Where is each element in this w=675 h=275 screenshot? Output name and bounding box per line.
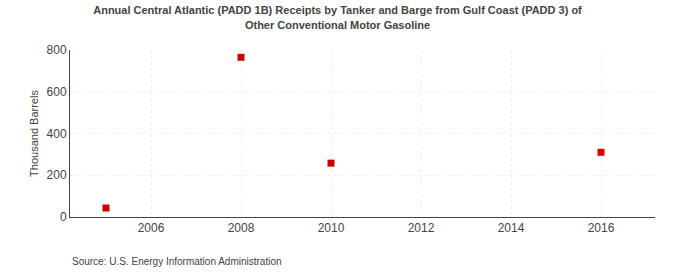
svg-text:Thousand Barrels: Thousand Barrels	[28, 90, 40, 177]
svg-text:2006: 2006	[138, 221, 165, 235]
svg-text:2014: 2014	[498, 221, 525, 235]
svg-text:Source: U.S. Energy Informatio: Source: U.S. Energy Information Administ…	[72, 256, 282, 267]
svg-text:2012: 2012	[408, 221, 435, 235]
svg-text:400: 400	[47, 127, 67, 141]
svg-text:2016: 2016	[588, 221, 615, 235]
svg-text:2008: 2008	[228, 221, 255, 235]
svg-text:600: 600	[47, 85, 67, 99]
svg-text:Annual Central Atlantic (PADD: Annual Central Atlantic (PADD 1B) Receip…	[93, 4, 582, 30]
svg-text:2010: 2010	[318, 221, 345, 235]
svg-text:200: 200	[47, 168, 67, 182]
svg-text:800: 800	[47, 43, 67, 57]
svg-text:0: 0	[60, 210, 67, 224]
